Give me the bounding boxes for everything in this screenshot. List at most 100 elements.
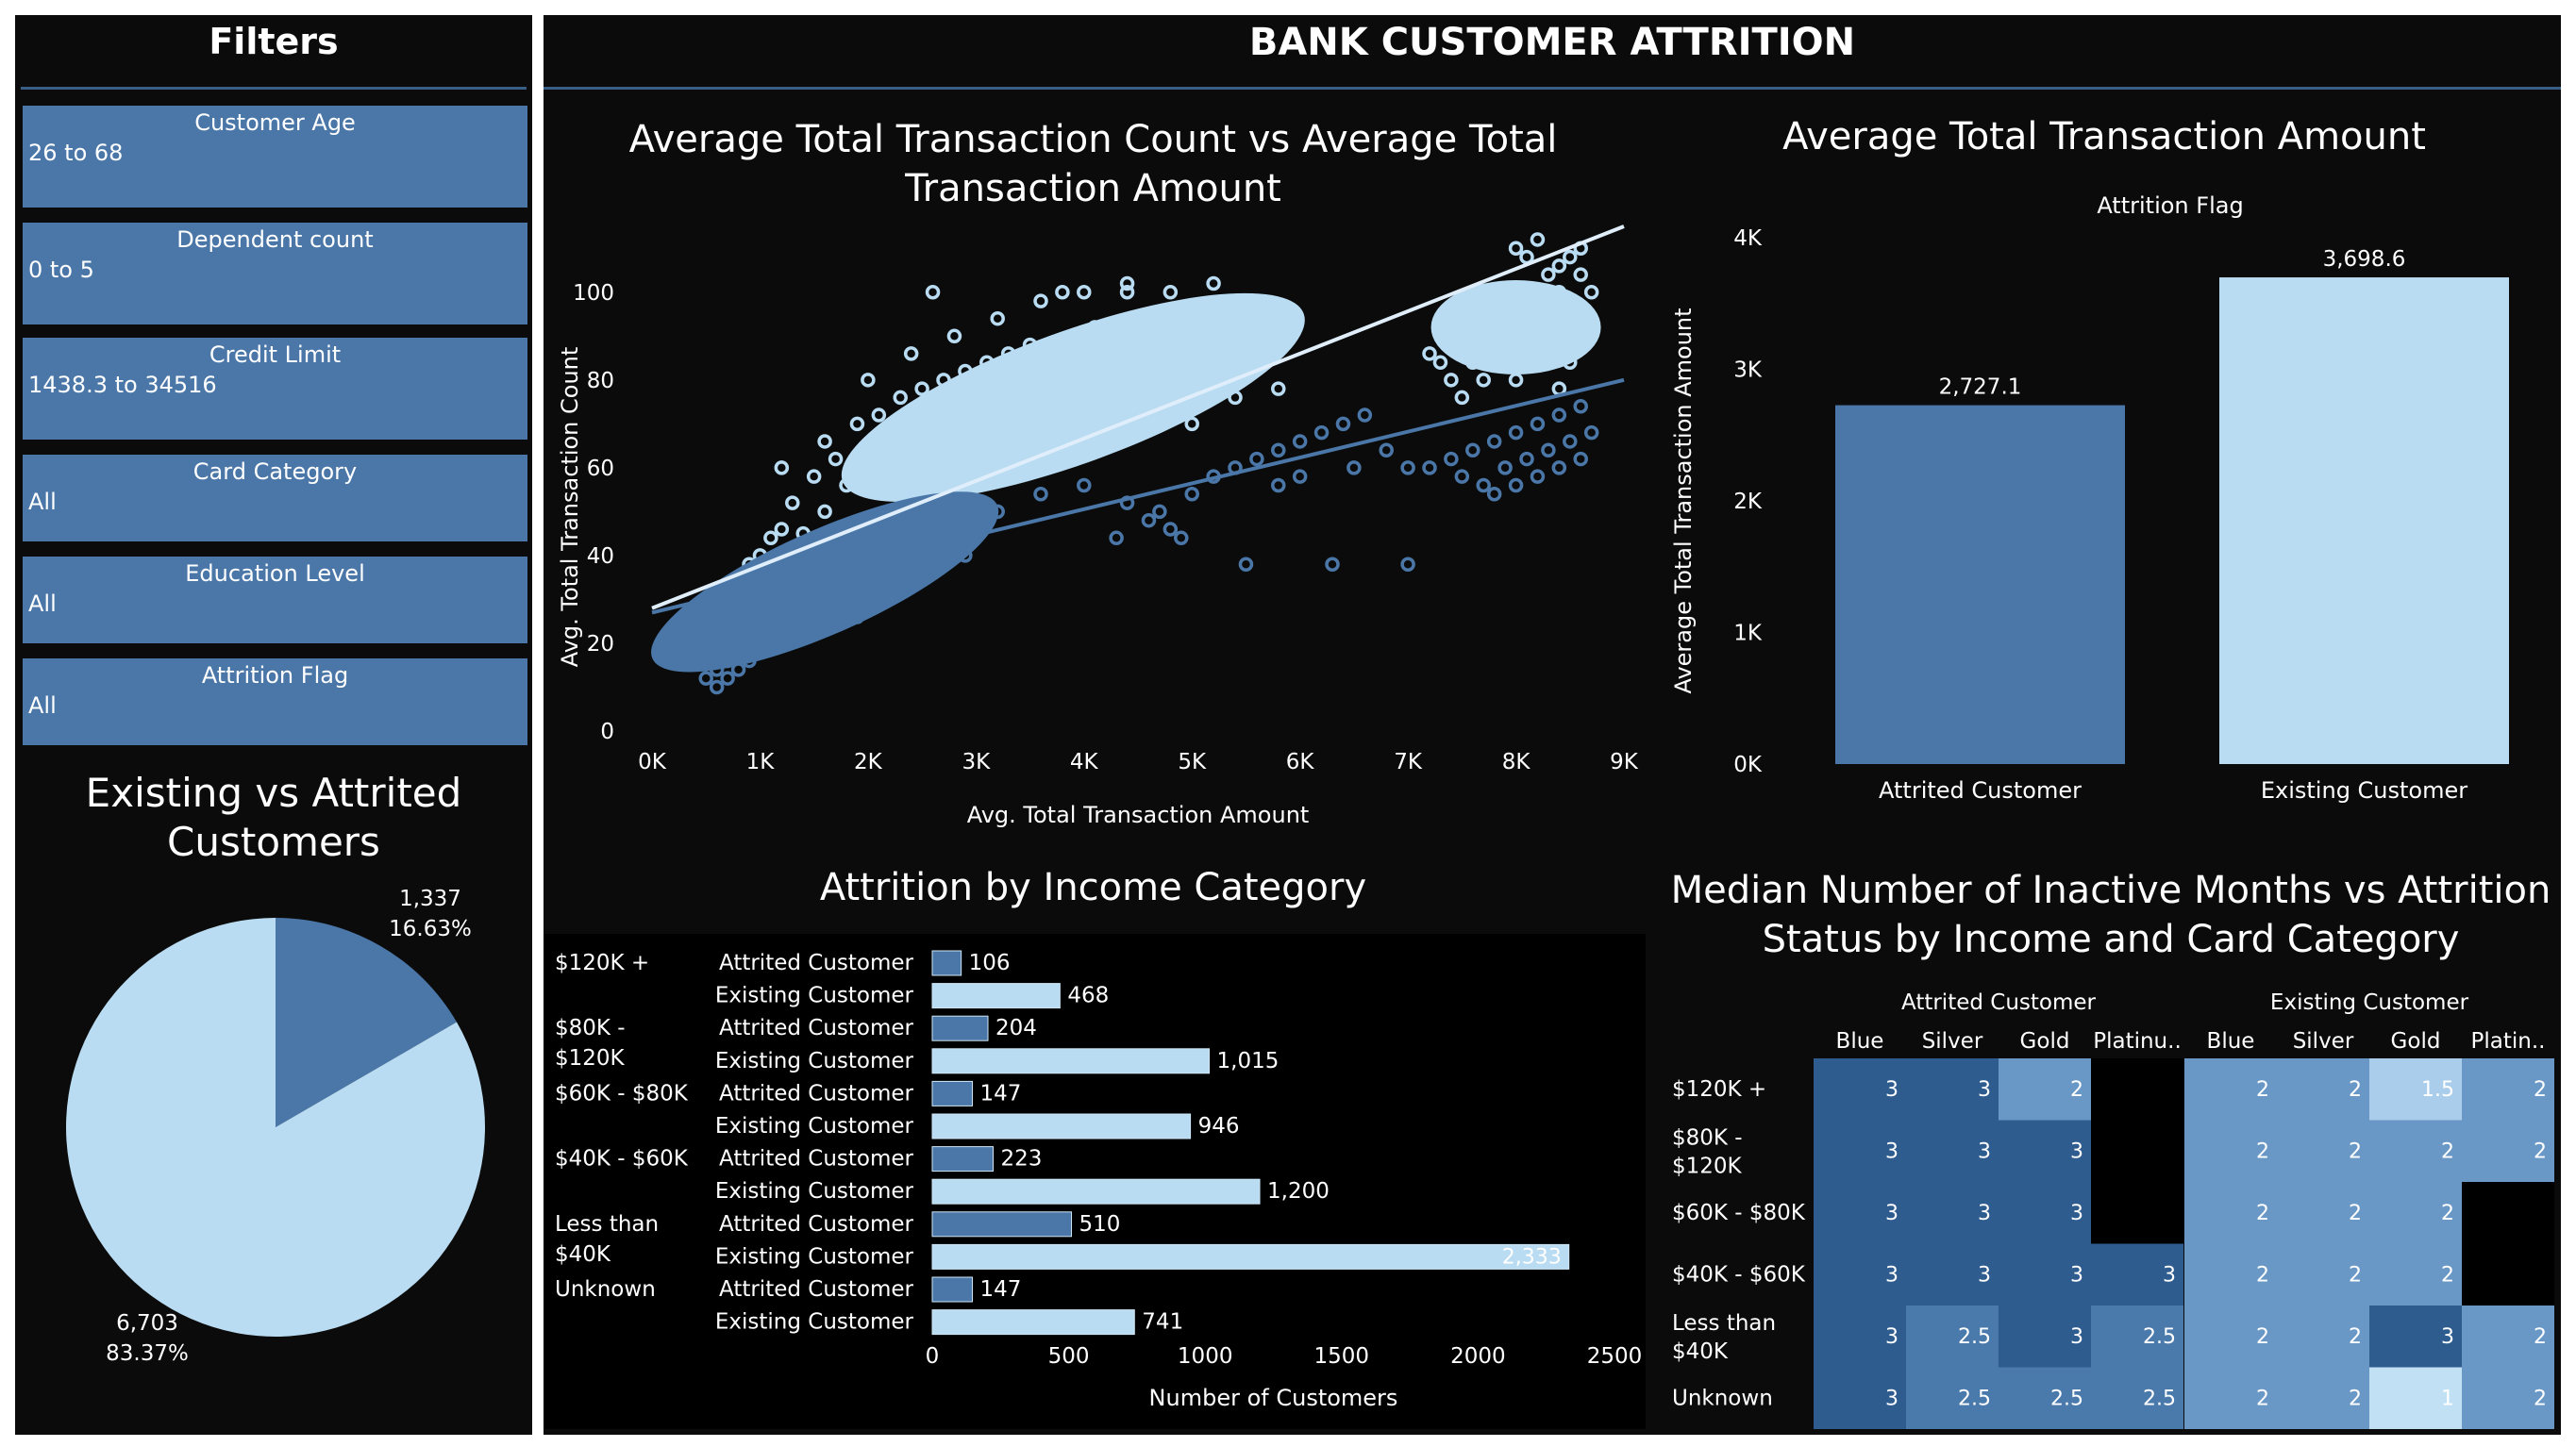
filters-divider: [21, 87, 527, 90]
income-group-label: $40K - $60K: [555, 1147, 689, 1172]
heatmap-cell-label: 3: [1978, 1202, 1991, 1225]
income-bar-value: 147: [980, 1277, 1022, 1302]
pie-percent-label: 16.63%: [389, 917, 472, 941]
heatmap-cell: [1906, 1306, 1999, 1368]
income-bar-value: 510: [1079, 1212, 1120, 1237]
scatter-point: [990, 310, 1005, 326]
heatmap-cell: [2277, 1120, 2369, 1182]
status-label: Attrited Customer: [719, 1277, 914, 1302]
bar-value-label: 2,727.1: [1939, 375, 2022, 400]
heatmap-cell-label: 2: [2534, 1388, 2547, 1411]
row-label: Less than: [1672, 1311, 1776, 1336]
filter-dependent-count[interactable]: Dependent count 0 to 5: [23, 223, 527, 324]
scatter-point: [1530, 416, 1546, 432]
filter-card-category[interactable]: Card Category All: [23, 455, 527, 541]
x-tick-label: 4K: [1070, 750, 1099, 774]
heatmap-cell: [2277, 1058, 2369, 1121]
column-label: Platinu..: [2093, 1029, 2182, 1054]
legend-title: Attrition Flag: [2097, 192, 2243, 219]
column-label: Blue: [1836, 1029, 1884, 1054]
scatter-point: [763, 530, 778, 546]
income-group-label: Unknown: [555, 1277, 656, 1302]
x-tick-label: 3K: [962, 750, 991, 774]
income-bar-value: 741: [1142, 1310, 1183, 1335]
heatmap-cell-empty: [2091, 1058, 2183, 1121]
scatter-point: [1508, 373, 1524, 388]
filter-label: Customer Age: [194, 109, 356, 136]
scatter-point: [893, 390, 908, 406]
scatter-point: [1541, 267, 1556, 282]
status-label: Existing Customer: [715, 1244, 914, 1269]
column-label: Gold: [2020, 1029, 2070, 1054]
filters-title: Filters: [209, 21, 339, 62]
heatmap-cell-label: 3: [1885, 1325, 1899, 1349]
filter-education-level[interactable]: Education Level All: [23, 557, 527, 643]
heatmap-cell: [2184, 1243, 2277, 1306]
scatter-point: [1573, 451, 1588, 467]
heatmap-cell-label: 2: [2441, 1202, 2454, 1225]
heatmap-cell: [1906, 1367, 1999, 1429]
column-label: Silver: [1922, 1029, 1983, 1054]
scatter-point: [1583, 285, 1599, 300]
column-label: Blue: [2207, 1029, 2255, 1054]
heatmap-cell-label: 2: [2534, 1078, 2547, 1102]
row-label: $40K: [1672, 1339, 1729, 1364]
scatter-point: [1335, 416, 1351, 432]
heatmap-cell-label: 2: [2349, 1325, 2362, 1349]
scatter-point: [946, 328, 962, 344]
scatter-point: [1508, 241, 1524, 257]
status-label: Attrited Customer: [719, 1147, 914, 1172]
heatmap-cell: [2462, 1058, 2554, 1121]
scatter-point: [698, 671, 713, 686]
heatmap-cell: [1999, 1182, 2091, 1244]
heatmap-cell: [1999, 1306, 2091, 1368]
filter-attrition-flag[interactable]: Attrition Flag All: [23, 658, 527, 745]
pie-percent-label: 83.37%: [106, 1341, 189, 1366]
heatmap-cell: [1906, 1120, 1999, 1182]
income-title: Attrition by Income Category: [819, 866, 1367, 909]
scatter-point: [1271, 477, 1286, 493]
status-label: Existing Customer: [715, 1310, 914, 1335]
scatter-point: [1249, 451, 1264, 467]
filter-credit-limit[interactable]: Credit Limit 1438.3 to 34516: [23, 338, 527, 440]
heatmap-cell: [1999, 1058, 2091, 1121]
heatmap-cell: [1814, 1306, 1906, 1368]
scatter-point: [1583, 424, 1599, 441]
heatmap-cell-label: 3: [1885, 1078, 1899, 1102]
x-tick-label: 0K: [638, 750, 667, 774]
heatmap-cell: [1906, 1182, 1999, 1244]
heatmap-cell-label: 2.5: [2050, 1388, 2083, 1411]
scatter-title: Average Total Transaction Count vs Avera…: [628, 118, 1558, 210]
heatmap-cell-label: 2.5: [1958, 1388, 1991, 1411]
filter-customer-age[interactable]: Customer Age 26 to 68: [23, 106, 527, 208]
heatmap-cell-label: 2.5: [2143, 1388, 2176, 1411]
bar-category-label: Attrited Customer: [1879, 777, 2082, 804]
scatter-point: [1292, 434, 1308, 449]
scatter-point: [1444, 451, 1459, 467]
income-bar: [931, 1113, 1192, 1139]
heatmap-cell-label: 3: [1978, 1140, 1991, 1164]
x-tick-label: 1000: [1178, 1344, 1233, 1369]
heatmap-cell-empty: [2462, 1243, 2554, 1306]
heatmap-cell-label: 3: [1978, 1264, 1991, 1288]
heatmap-cell: [2277, 1306, 2369, 1368]
heatmap-cell-label: 2.5: [1958, 1325, 1991, 1349]
filter-label: Education Level: [185, 560, 365, 587]
income-bar-value: 1,015: [1217, 1049, 1280, 1073]
scatter-point: [785, 495, 800, 510]
header-divider: [544, 87, 2561, 90]
row-label: $120K: [1672, 1155, 1743, 1179]
scatter-point: [1077, 477, 1092, 493]
pie-value-label: 1,337: [399, 887, 461, 911]
pie-value-label: 6,703: [116, 1311, 178, 1336]
existing-cluster: [841, 292, 1305, 503]
scatter-point: [1347, 460, 1362, 475]
income-bar: [931, 1080, 974, 1106]
filter-value: 1438.3 to 34516: [28, 372, 217, 398]
scatter-point: [903, 346, 919, 361]
scatter-point: [720, 671, 735, 686]
scatter-point: [1573, 398, 1588, 414]
pie-slice-existing-customer: [66, 918, 486, 1337]
heatmap-cell-label: 2: [2534, 1325, 2547, 1349]
